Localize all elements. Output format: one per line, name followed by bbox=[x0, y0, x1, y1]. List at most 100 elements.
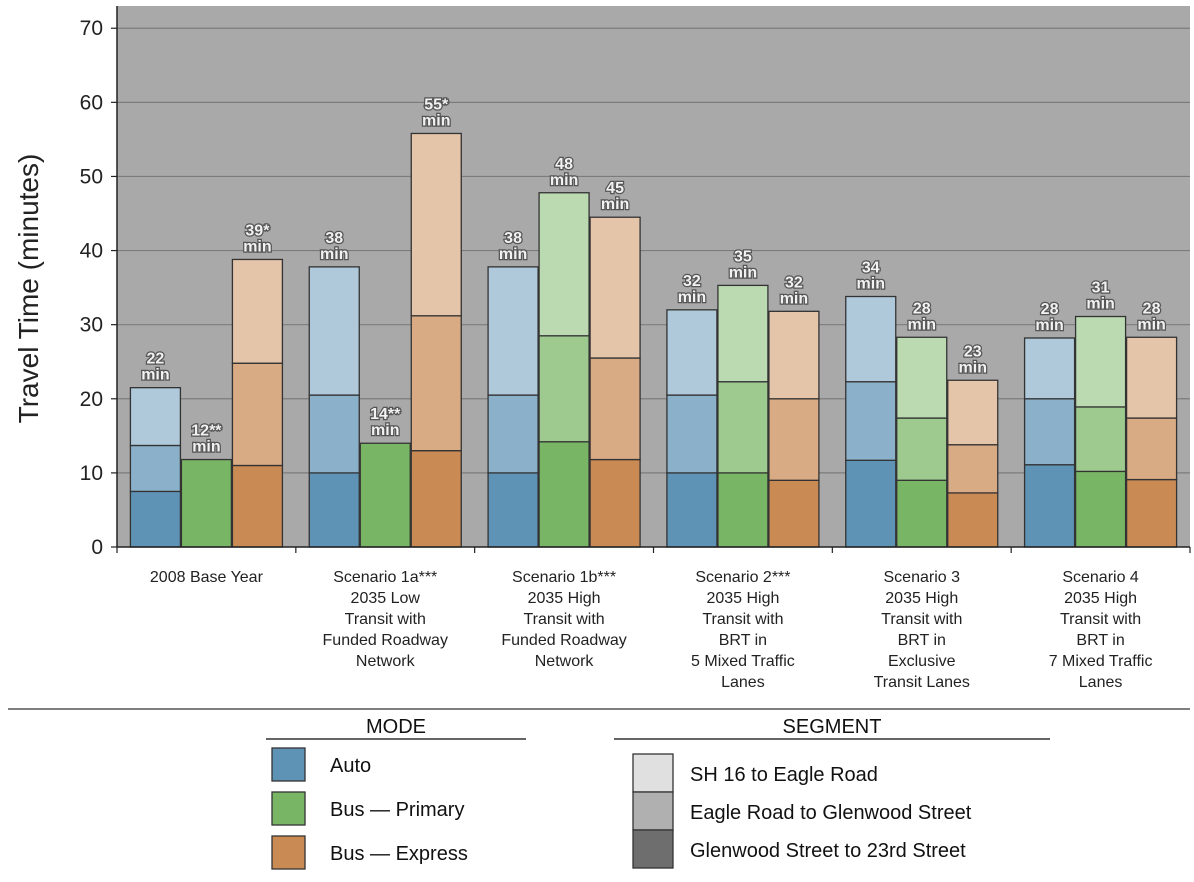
bar-value-label: 28 bbox=[913, 300, 931, 317]
y-tick-label: 60 bbox=[80, 91, 103, 114]
category-label: Network bbox=[356, 653, 416, 670]
legend: MODE SEGMENT Auto Bus — Primary Bus — Expr… bbox=[8, 708, 1190, 870]
bar-segment bbox=[129, 490, 182, 548]
bar-value-label: 55* bbox=[424, 96, 449, 113]
bar-value-label: min bbox=[371, 422, 399, 439]
category-label: Lanes bbox=[721, 674, 765, 691]
category-label: Transit with bbox=[1060, 611, 1141, 628]
category-label: Exclusive bbox=[888, 653, 956, 670]
mode-swatch bbox=[271, 835, 306, 870]
bar-segment bbox=[231, 258, 284, 364]
category-label: BRT in bbox=[898, 632, 946, 649]
category-label: BRT in bbox=[1076, 632, 1124, 649]
segment-legend-label: Eagle Road to Glenwood Street bbox=[690, 802, 972, 824]
category-label: Transit with bbox=[523, 611, 604, 628]
bar-segment bbox=[487, 266, 539, 396]
mode-legend-label: Bus — Express bbox=[330, 843, 468, 865]
category-label: 2035 High bbox=[528, 590, 601, 607]
mode-legend-title: MODE bbox=[366, 716, 426, 738]
category-label: Scenario 4 bbox=[1062, 569, 1139, 586]
category-label: Lanes bbox=[1079, 674, 1123, 691]
mode-legend-label: Auto bbox=[330, 755, 371, 777]
category-label: Network bbox=[535, 653, 595, 670]
bar-segment bbox=[231, 362, 284, 467]
bar-segment bbox=[896, 417, 948, 481]
bar-value-label: 14** bbox=[370, 406, 401, 423]
bar-value-label: 32 bbox=[683, 273, 701, 290]
bar-segment bbox=[487, 472, 539, 548]
bar-segment bbox=[1125, 336, 1178, 419]
bar-segment bbox=[845, 381, 897, 461]
bar-segment bbox=[947, 492, 999, 548]
bar-value-label: min bbox=[320, 246, 348, 263]
category-label: 2035 High bbox=[885, 590, 958, 607]
bar-segment bbox=[1125, 478, 1178, 548]
segment-legend-title: SEGMENT bbox=[783, 716, 882, 738]
y-tick-label: 50 bbox=[80, 165, 103, 188]
bar-segment bbox=[538, 335, 590, 443]
bar-segment bbox=[666, 309, 718, 396]
bar-value-label: min bbox=[1137, 316, 1165, 333]
category-label: Scenario 3 bbox=[884, 569, 961, 586]
category-label: Scenario 2*** bbox=[695, 569, 790, 586]
bar-segment bbox=[410, 132, 462, 317]
y-tick-label: 20 bbox=[80, 388, 103, 411]
bar-segment bbox=[1023, 464, 1076, 548]
bar-segment bbox=[768, 310, 820, 400]
mode-swatch bbox=[271, 791, 306, 826]
bar-segment bbox=[538, 192, 590, 337]
bar-segment bbox=[129, 387, 182, 447]
y-tick-label: 0 bbox=[91, 536, 103, 559]
bar-value-label: min bbox=[1035, 317, 1063, 334]
bar-segment bbox=[589, 458, 641, 548]
bar-segment bbox=[1023, 337, 1076, 400]
bar-value-label: min bbox=[729, 264, 757, 281]
category-label: Transit with bbox=[881, 611, 962, 628]
category-label: BRT in bbox=[719, 632, 767, 649]
mode-swatch bbox=[271, 747, 306, 782]
segment-legend-label: SH 16 to Eagle Road bbox=[690, 764, 878, 786]
bar-segment bbox=[768, 479, 820, 548]
bar-value-label: 35 bbox=[734, 248, 752, 265]
bar-segment bbox=[1125, 417, 1178, 481]
bar-value-label: 32 bbox=[785, 274, 803, 291]
bar-value-label: 23 bbox=[964, 343, 982, 360]
category-label: 7 Mixed Traffic bbox=[1049, 653, 1153, 670]
axes: 0 10 20 30 40 50 60 70 Travel Time (minutes) bbox=[13, 6, 1191, 559]
bar-value-label: min bbox=[141, 367, 169, 384]
bar-segment bbox=[717, 284, 769, 383]
bar-value-label: 31 bbox=[1092, 280, 1110, 297]
category-label: Transit with bbox=[702, 611, 783, 628]
bar-value-label: min bbox=[499, 246, 527, 263]
bar-segment bbox=[589, 357, 641, 461]
bar-value-label: min bbox=[1086, 296, 1114, 313]
bar-segment bbox=[180, 458, 233, 548]
bar-value-label: min bbox=[192, 439, 220, 456]
category-label: 5 Mixed Traffic bbox=[691, 653, 795, 670]
bar-segment bbox=[359, 442, 411, 548]
bar-segment bbox=[768, 398, 820, 481]
bar-value-label: 28 bbox=[1041, 301, 1059, 318]
category-labels: 2008 Base Year Scenario 1a*** 2035 Low Tran… bbox=[150, 569, 1153, 691]
mode-legend-label: Bus — Primary bbox=[330, 799, 464, 821]
bar-segment bbox=[410, 450, 462, 548]
category-label: Transit with bbox=[345, 611, 426, 628]
bar-segment bbox=[1074, 406, 1127, 473]
segment-swatch bbox=[632, 829, 674, 869]
category-label: 2035 High bbox=[706, 590, 779, 607]
bar-value-label: 45 bbox=[606, 180, 624, 197]
category-label: Scenario 1a*** bbox=[333, 569, 437, 586]
bar-segment bbox=[896, 479, 948, 548]
bar-segment bbox=[589, 216, 641, 359]
category-label: Funded Roadway bbox=[323, 632, 448, 649]
plot-area: 22min12**min39*min38min14**min55*min38mi… bbox=[117, 6, 1190, 548]
category-label: 2008 Base Year bbox=[150, 569, 264, 586]
bar-value-label: 22 bbox=[147, 351, 165, 368]
bar-segment bbox=[845, 459, 897, 548]
bar-value-label: min bbox=[243, 238, 271, 255]
bar-value-label: 12** bbox=[191, 423, 222, 440]
bar-value-label: min bbox=[959, 359, 987, 376]
segment-swatch bbox=[632, 791, 674, 831]
category-label: Funded Roadway bbox=[501, 632, 626, 649]
